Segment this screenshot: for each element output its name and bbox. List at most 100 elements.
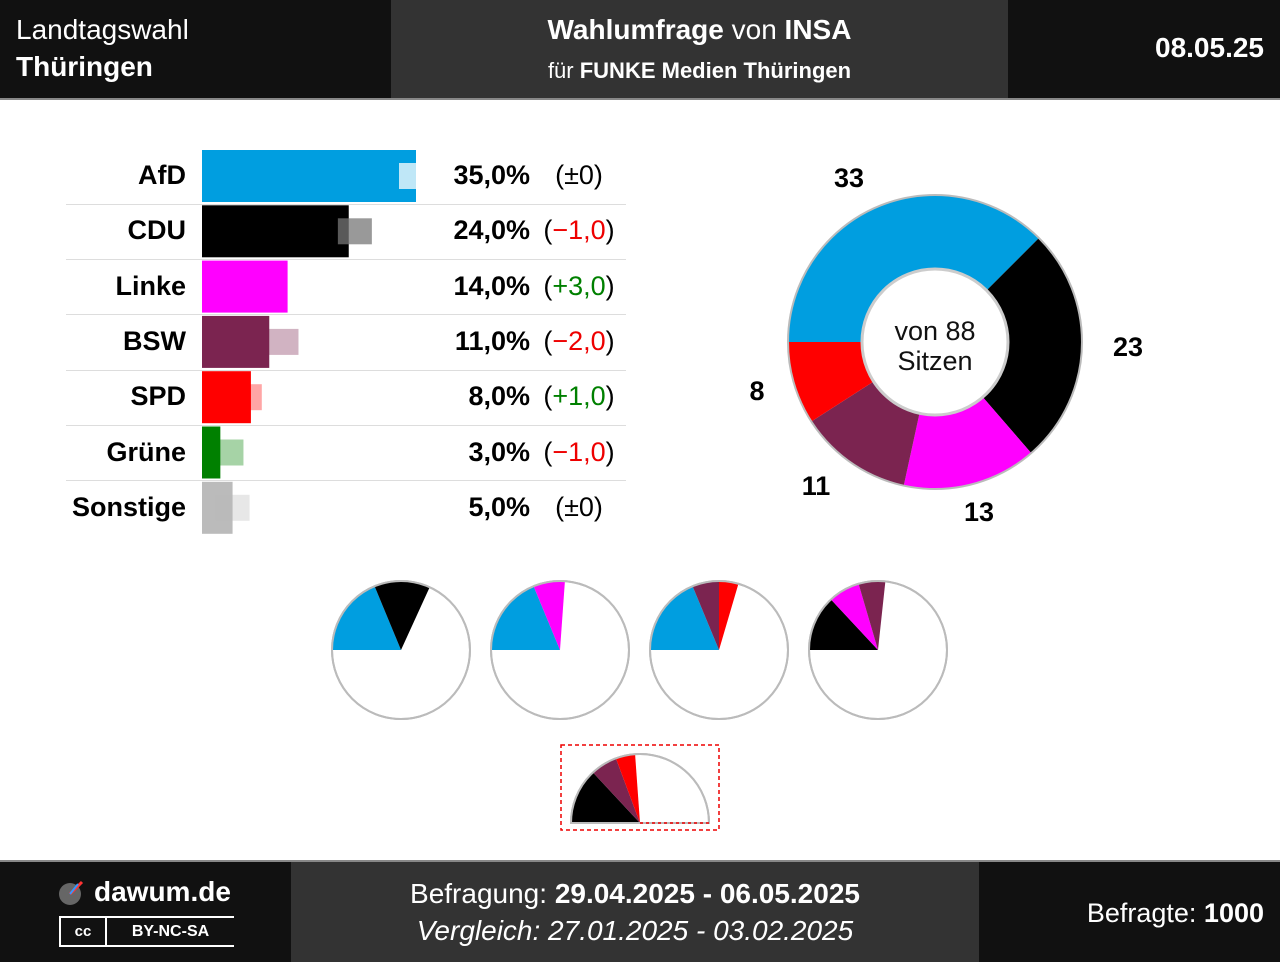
coalition-cdu-linke-bsw — [808, 580, 948, 720]
coalition-slice-bsw — [692, 581, 719, 650]
coalition-slice-afd — [491, 586, 560, 650]
survey-dates: 29.04.2025 - 06.05.2025 — [554, 878, 860, 909]
bar-change-sonstige: (±0) — [555, 491, 603, 522]
coalition-slice-afd — [332, 586, 401, 650]
dawum-logo-icon — [59, 880, 84, 905]
coalition-cdu-bsw-spd — [560, 744, 720, 831]
bar-change-bsw: (−2,0) — [543, 325, 615, 356]
bar-value-linke: 14,0% — [453, 270, 530, 301]
institute-name: INSA — [784, 14, 852, 45]
footer-bar: dawum.de cc BY-NC-SA Befragung: 29.04.20… — [0, 860, 1280, 962]
bar-previous-linke — [252, 273, 287, 300]
row-separator — [66, 369, 626, 371]
row-separator — [66, 259, 626, 261]
bar-change-spd: (+1,0) — [543, 381, 615, 412]
state-name: Thüringen — [16, 51, 153, 82]
seat-slice-spd — [788, 342, 874, 422]
respondents-count: 1000 — [1203, 898, 1264, 928]
bar-change-afd: (±0) — [555, 160, 603, 190]
coalition-outline — [490, 580, 630, 720]
bar-value-sonstige: 5,0% — [468, 491, 530, 522]
bar-label-sonstige: Sonstige — [71, 491, 186, 522]
comparison-period: Vergleich: 27.01.2025 - 03.02.2025 — [416, 915, 854, 946]
row-separator — [66, 425, 626, 426]
coalition-outline — [808, 580, 948, 720]
seat-label-cdu: 23 — [1113, 332, 1143, 362]
coalition-slice-cdu — [809, 599, 878, 650]
donut-center-line2: Sitzen — [897, 346, 973, 376]
survey-label: Befragung: — [410, 878, 555, 909]
coalition-circle — [649, 580, 789, 720]
bar-label-cdu: CDU — [127, 215, 187, 246]
coalition-afd-cdu — [331, 580, 471, 720]
footer-center: Befragung: 29.04.2025 - 06.05.2025 Vergl… — [291, 862, 979, 962]
election-type: Landtagswahl — [16, 14, 189, 45]
header-left: Landtagswahl Thüringen — [0, 0, 391, 98]
coalition-slice-cdu — [374, 581, 430, 650]
bar-change-cdu: (−1,0) — [543, 215, 615, 246]
client-name: FUNKE Medien Thüringen — [579, 58, 852, 83]
seat-label-afd: 33 — [834, 163, 864, 193]
bar-bsw — [202, 315, 270, 368]
coalition-outline — [649, 580, 789, 720]
bar-value-cdu: 24,0% — [453, 215, 530, 246]
coalition-slice-afd — [650, 586, 719, 650]
license-badge[interactable]: cc BY-NC-SA — [59, 916, 234, 947]
bar-label-linke: Linke — [115, 270, 186, 301]
bar-value-afd: 35,0% — [453, 160, 530, 190]
coalition-circle — [490, 580, 630, 720]
bar-change-linke: (+3,0) — [543, 270, 615, 301]
coalition-slice-spd — [615, 754, 640, 823]
coalition-circle — [808, 580, 948, 720]
coalition-slice-linke — [830, 583, 878, 650]
coalition-slice-spd — [719, 581, 739, 650]
seat-slice-linke — [903, 397, 1032, 489]
respondents: Befragte: 1000 — [1087, 898, 1264, 929]
bar-previous-sonstige — [215, 494, 250, 521]
license-text: BY-NC-SA — [105, 918, 234, 945]
coalition-outline — [569, 753, 711, 824]
bar-previous-cdu — [337, 218, 372, 245]
poll-mid: von — [723, 14, 785, 45]
bar-spd — [202, 371, 251, 424]
header-bar: Landtagswahl Thüringen Wahlumfrage von I… — [0, 0, 1280, 100]
seat-slice-bsw — [811, 381, 920, 486]
seat-label-spd: 8 — [749, 376, 764, 406]
seat-label-bsw: 11 — [802, 471, 831, 501]
bar-previous-spd — [227, 384, 262, 411]
cc-icon: cc — [61, 918, 105, 945]
coalition-highlight-box — [560, 744, 720, 831]
row-separator — [66, 203, 626, 205]
bar-label-spd: SPD — [130, 381, 186, 412]
coalition-circle — [331, 580, 471, 720]
poll-client: für FUNKE Medien Thüringen — [391, 58, 1008, 84]
coalition-outline — [331, 580, 471, 720]
bar-value-bsw: 11,0% — [454, 325, 530, 356]
poll-prefix: Wahlumfrage — [547, 14, 724, 45]
bar-change-gr-ne: (−1,0) — [543, 436, 615, 467]
row-separator — [66, 480, 626, 482]
client-prefix: für — [547, 58, 580, 83]
coalition-slice-linke — [533, 580, 565, 650]
seat-label-linke: 13 — [964, 497, 994, 527]
publish-date: 08.05.25 — [1155, 32, 1264, 63]
row-separator — [66, 314, 626, 316]
respondents-label: Befragte: — [1086, 898, 1204, 928]
coalition-slice-cdu — [571, 772, 640, 823]
bar-value-gr-ne: 3,0% — [468, 436, 530, 467]
brand-name: dawum.de — [94, 876, 231, 907]
coalition-semicircle — [569, 753, 711, 824]
bar-previous-gr-ne — [209, 439, 244, 466]
donut-center-line1: von 88 — [894, 316, 976, 346]
bar-value-spd: 8,0% — [468, 381, 530, 412]
bar-cdu — [202, 205, 349, 258]
bar-label-afd: AfD — [138, 160, 186, 190]
header-center: Wahlumfrage von INSA für FUNKE Medien Th… — [391, 0, 1008, 98]
survey-period: Befragung: 29.04.2025 - 06.05.2025 — [291, 878, 979, 910]
bar-linke — [202, 260, 288, 313]
bar-sonstige — [202, 481, 233, 534]
coalition-afd-bsw-spd — [649, 580, 789, 720]
bar-label-bsw: BSW — [123, 325, 186, 356]
bar-previous-bsw — [264, 328, 299, 355]
poll-title: Wahlumfrage von INSA — [391, 14, 1008, 46]
